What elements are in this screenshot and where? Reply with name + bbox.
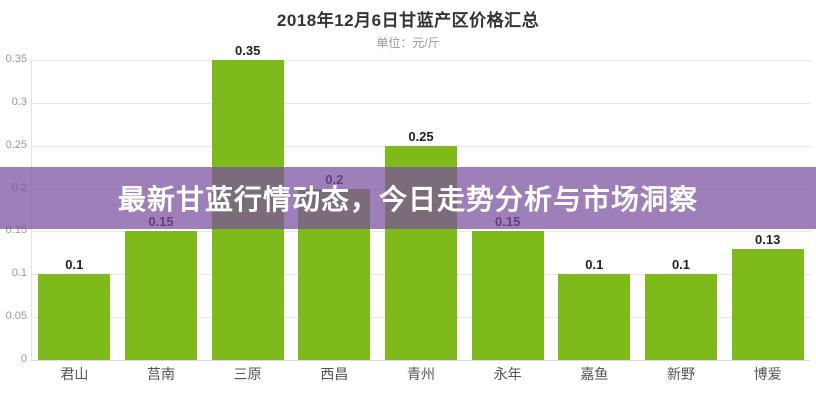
bar (645, 274, 717, 360)
gridline (31, 102, 811, 104)
chart-title: 2018年12月6日甘蓝产区价格汇总 (276, 11, 540, 30)
bar (558, 274, 631, 360)
y-axis-tick-label: 0.05 (5, 310, 27, 323)
chart-header: 2018年12月6日甘蓝产区价格汇总 单位：元/斤 (0, 6, 816, 51)
y-axis-tick-label: 0.3 (11, 95, 27, 108)
x-axis-category-label: 青州 (406, 366, 435, 382)
headline-banner-overlay: 最新甘蓝行情动态，今日走势分析与市场洞察 (0, 167, 816, 229)
bar-value-label: 0.1 (585, 257, 604, 273)
x-axis-category-label: 西昌 (320, 366, 349, 382)
bar (731, 248, 804, 360)
y-axis-tick-label: 0.25 (5, 138, 27, 151)
bar (471, 231, 544, 360)
bar-value-label: 0.35 (235, 43, 261, 58)
bar-value-label: 0.13 (755, 231, 781, 247)
bar-value-label: 0.1 (65, 257, 84, 273)
gridline (31, 60, 811, 61)
x-axis-category-label: 三原 (233, 366, 262, 382)
x-axis-category-label: 新野 (666, 366, 695, 382)
x-axis-line (31, 360, 811, 361)
x-axis-category-label: 嘉鱼 (580, 366, 609, 382)
bar (125, 231, 197, 360)
bar (38, 274, 111, 360)
y-axis-tick-label: 0 (20, 353, 27, 365)
bar-value-label: 0.25 (408, 128, 434, 144)
bar-value-label: 0.1 (671, 257, 691, 273)
x-axis-category-label: 莒南 (146, 366, 175, 382)
x-axis-category-label: 永年 (493, 366, 522, 382)
x-axis-category-label: 博爱 (753, 366, 782, 382)
y-axis-tick-label: 0.35 (5, 53, 27, 65)
y-axis-tick-label: 0.1 (11, 267, 27, 280)
headline-text: 最新甘蓝行情动态，今日走势分析与市场洞察 (117, 184, 698, 215)
x-axis-category-label: 君山 (60, 366, 89, 382)
chart-unit-subtitle: 单位：元/斤 (376, 36, 440, 50)
